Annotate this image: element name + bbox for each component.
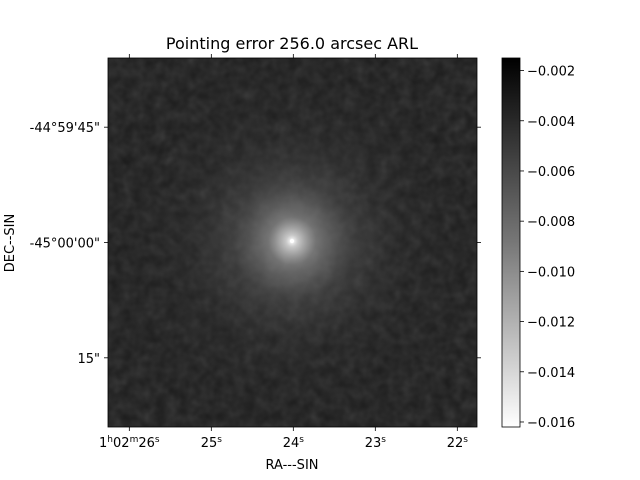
y-axis: -44°59'45" -45°00'00" 15": [30, 121, 481, 367]
x-tick-label: 22s: [447, 435, 469, 451]
colorbar-tick-label: −0.016: [527, 416, 575, 431]
x-tick-label: 23s: [365, 435, 387, 451]
x-tick-label: 24s: [283, 435, 305, 451]
x-tick-label: 1h02m26s: [99, 435, 160, 451]
x-tick-label: 25s: [201, 435, 223, 451]
y-tick-label: -44°59'45": [30, 121, 100, 136]
colorbar-tick-label: −0.008: [527, 215, 575, 230]
plot-area: [108, 58, 477, 427]
chart-title: Pointing error 256.0 arcsec ARL: [166, 34, 418, 53]
colorbar-tick-label: −0.010: [527, 265, 575, 280]
y-tick-label: -45°00'00": [30, 237, 100, 252]
psf-peak: [289, 238, 295, 244]
x-axis-label: RA---SIN: [266, 458, 319, 473]
colorbar: [501, 57, 521, 428]
x-axis: 1h02m26s 25s 24s 23s 22s: [99, 54, 468, 451]
colorbar-tick-label: −0.014: [527, 366, 575, 381]
y-tick-label: 15": [77, 352, 100, 367]
colorbar-tick-label: −0.012: [527, 316, 575, 331]
colorbar-tick-label: −0.006: [527, 165, 575, 180]
colorbar-tick-label: −0.002: [527, 65, 575, 80]
colorbar-ticks: −0.002 −0.004 −0.006 −0.008 −0.010 −0.012 −0.0…: [520, 65, 575, 431]
y-axis-label: DEC--SIN: [3, 214, 18, 273]
colorbar-tick-label: −0.004: [527, 115, 575, 130]
